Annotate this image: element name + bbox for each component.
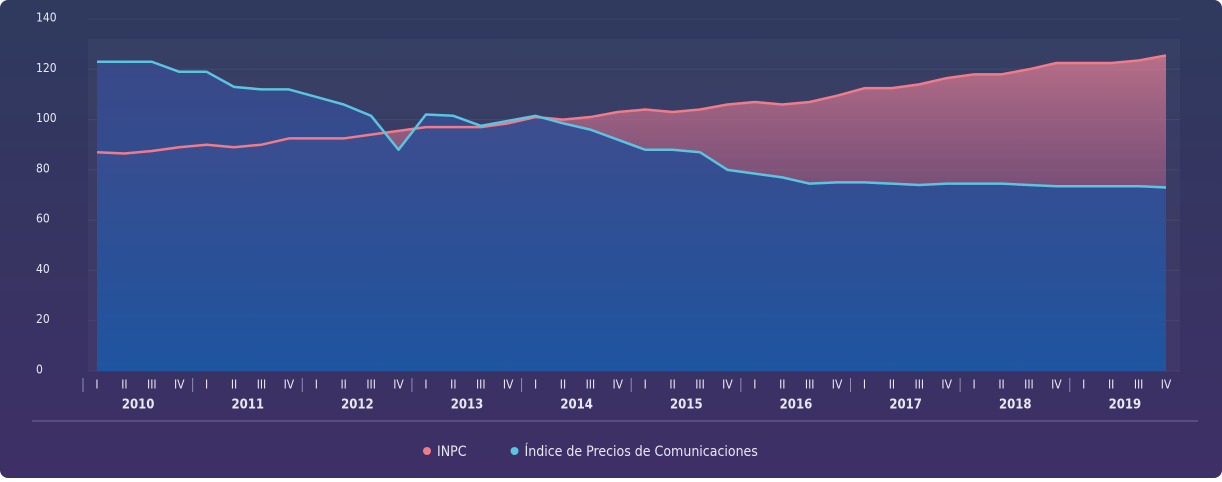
year-label: 2011 [231, 398, 264, 413]
x-tick-label: III [476, 378, 486, 392]
line [97, 60, 1167, 189]
year-label: 2015 [670, 398, 703, 413]
x-tick-label: IV [174, 378, 185, 392]
x-tick-label: III [695, 378, 705, 392]
legend-label: Índice de Precios de Comunicaciones [525, 443, 758, 460]
x-tick-label: I [205, 378, 208, 392]
year-label: 2014 [560, 398, 593, 413]
x-tick-label: I [534, 378, 537, 392]
x-tick-label: I [753, 378, 756, 392]
year-label: 2018 [999, 398, 1032, 413]
x-tick-label: IV [1161, 378, 1172, 392]
x-tick-label: II [998, 378, 1004, 392]
x-tick-label: III [257, 378, 267, 392]
y-tick-label: 100 [36, 111, 57, 125]
y-tick-label: 20 [36, 312, 50, 326]
y-tick-label: 140 [36, 11, 57, 25]
x-tick-label: II [779, 378, 785, 392]
x-tick-label: III [366, 378, 376, 392]
x-tick-label: IV [503, 378, 514, 392]
x-tick-label: III [1134, 378, 1144, 392]
year-label: 2017 [889, 398, 922, 413]
y-tick-label: 60 [36, 212, 50, 226]
year-label: 2019 [1109, 398, 1142, 413]
area [97, 61, 1166, 371]
y-tick-label: 40 [36, 262, 50, 276]
x-tick-label: III [805, 378, 815, 392]
x-tick-label: IV [722, 378, 733, 392]
x-tick-label: IV [1051, 378, 1062, 392]
x-tick-label: I [424, 378, 427, 392]
x-tick-label: II [450, 378, 456, 392]
x-tick-label: II [1108, 378, 1114, 392]
y-tick-label: 0 [36, 363, 43, 377]
y-tick-label: 80 [36, 161, 50, 175]
legend-dot [423, 447, 431, 455]
x-tick-label: IV [832, 378, 843, 392]
x-tick-label: III [586, 378, 596, 392]
x-tick-label: II [231, 378, 237, 392]
x-tick-label: II [121, 378, 127, 392]
x-tick-label: II [669, 378, 675, 392]
x-tick-label: I [863, 378, 866, 392]
x-tick-label: I [644, 378, 647, 392]
x-tick-label: IV [393, 378, 404, 392]
legend-dot [510, 447, 519, 455]
x-tick-label: II [560, 378, 566, 392]
x-tick-label: I [1082, 378, 1085, 392]
x-tick-label: IV [284, 378, 295, 392]
x-tick-label: III [1024, 378, 1034, 392]
x-tick-label: III [915, 378, 925, 392]
x-tick-label: I [973, 378, 976, 392]
x-tick-label: II [889, 378, 895, 392]
y-tick-label: 120 [36, 61, 57, 75]
line [96, 54, 1167, 155]
year-label: 2016 [780, 398, 813, 413]
x-tick-label: III [147, 378, 157, 392]
x-tick-label: IV [613, 378, 624, 392]
x-tick-label: I [95, 378, 98, 392]
x-tick-label: II [341, 378, 347, 392]
year-label: 2013 [451, 398, 484, 413]
legend-label: INPC [437, 444, 467, 460]
x-tick-label: IV [941, 378, 952, 392]
year-label: 2010 [122, 398, 155, 413]
year-label: 2012 [341, 398, 374, 413]
x-tick-label: I [315, 378, 318, 392]
